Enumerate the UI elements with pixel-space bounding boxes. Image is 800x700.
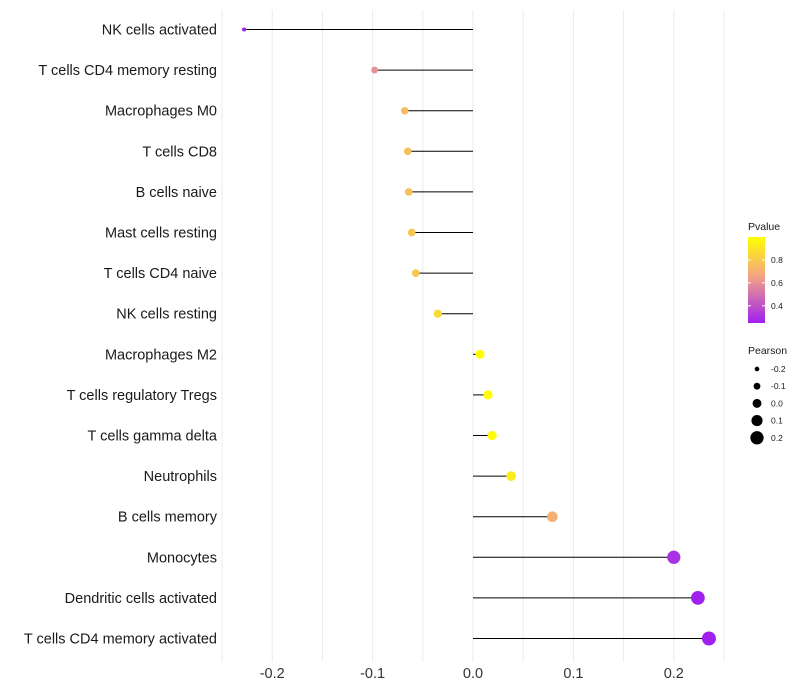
x-axis-ticks: -0.2 -0.1 0.0 0.1 0.2 — [260, 666, 684, 682]
pvalue-colorbar — [748, 237, 765, 323]
pearson-size-label: -0.2 — [771, 364, 786, 374]
x-tick-label: 0.0 — [463, 666, 483, 682]
point-layer — [242, 27, 716, 646]
pearson-size-label: 0.2 — [771, 433, 783, 443]
pvalue-tick-label: 0.4 — [771, 301, 783, 311]
stem-layer — [244, 29, 709, 639]
category-label: T cells CD4 naive — [104, 266, 217, 282]
category-label: B cells memory — [118, 510, 218, 526]
lollipop-point — [506, 471, 517, 481]
category-label: Mast cells resting — [105, 226, 217, 242]
category-label: Monocytes — [147, 550, 217, 566]
pearson-size-label: 0.0 — [771, 398, 783, 408]
lollipop-point — [701, 631, 716, 646]
category-label: Macrophages M2 — [105, 347, 217, 363]
pearson-legend: Pearson -0.2 -0.1 0.0 0.1 0.2 — [748, 345, 787, 445]
pvalue-tick-label: 0.6 — [771, 278, 783, 288]
category-label: T cells gamma delta — [88, 429, 218, 445]
category-label: Dendritic cells activated — [65, 591, 217, 607]
category-label: NK cells activated — [102, 23, 217, 39]
category-label: Neutrophils — [144, 469, 217, 485]
category-label: T cells CD8 — [142, 144, 217, 160]
lollipop-point — [371, 66, 379, 74]
lollipop-point — [691, 591, 705, 605]
lollipop-point — [433, 309, 442, 318]
category-label: T cells regulatory Tregs — [67, 388, 217, 404]
lollipop-point — [546, 511, 558, 523]
grid-layer — [221, 10, 725, 662]
category-label: Macrophages M0 — [105, 104, 217, 120]
pearson-size-key — [750, 431, 764, 445]
pearson-size-key — [754, 366, 760, 372]
pearson-size-label: 0.1 — [771, 416, 783, 426]
x-tick-label: 0.1 — [563, 666, 583, 682]
pearson-size-label: -0.1 — [771, 381, 786, 391]
category-labels: NK cells activated T cells CD4 memory res… — [24, 23, 218, 648]
lollipop-point — [404, 188, 413, 196]
category-label: T cells CD4 memory resting — [38, 63, 217, 79]
lollipop-point — [475, 349, 485, 359]
pvalue-tick-label: 0.8 — [771, 255, 783, 265]
pearson-legend-title: Pearson — [748, 345, 787, 357]
lollipop-point — [407, 228, 416, 237]
x-tick-label: 0.2 — [664, 666, 684, 682]
x-tick-label: -0.2 — [260, 666, 285, 682]
lollipop-point — [400, 106, 409, 115]
category-label: T cells CD4 memory activated — [24, 632, 217, 648]
lollipop-point — [483, 390, 493, 400]
pvalue-legend: Pvalue 0.4 0.6 0.8 — [748, 221, 783, 323]
lollipop-point — [403, 147, 412, 156]
category-label: NK cells resting — [116, 307, 217, 323]
lollipop-point — [242, 27, 247, 32]
lollipop-point — [487, 430, 497, 441]
category-label: B cells naive — [136, 185, 217, 201]
lollipop-point — [667, 550, 681, 564]
pearson-size-key — [753, 382, 761, 390]
pearson-size-key — [752, 398, 762, 408]
x-tick-label: -0.1 — [360, 666, 385, 682]
pearson-size-key — [751, 415, 763, 427]
lollipop-point — [411, 269, 420, 277]
pvalue-legend-title: Pvalue — [748, 221, 780, 233]
